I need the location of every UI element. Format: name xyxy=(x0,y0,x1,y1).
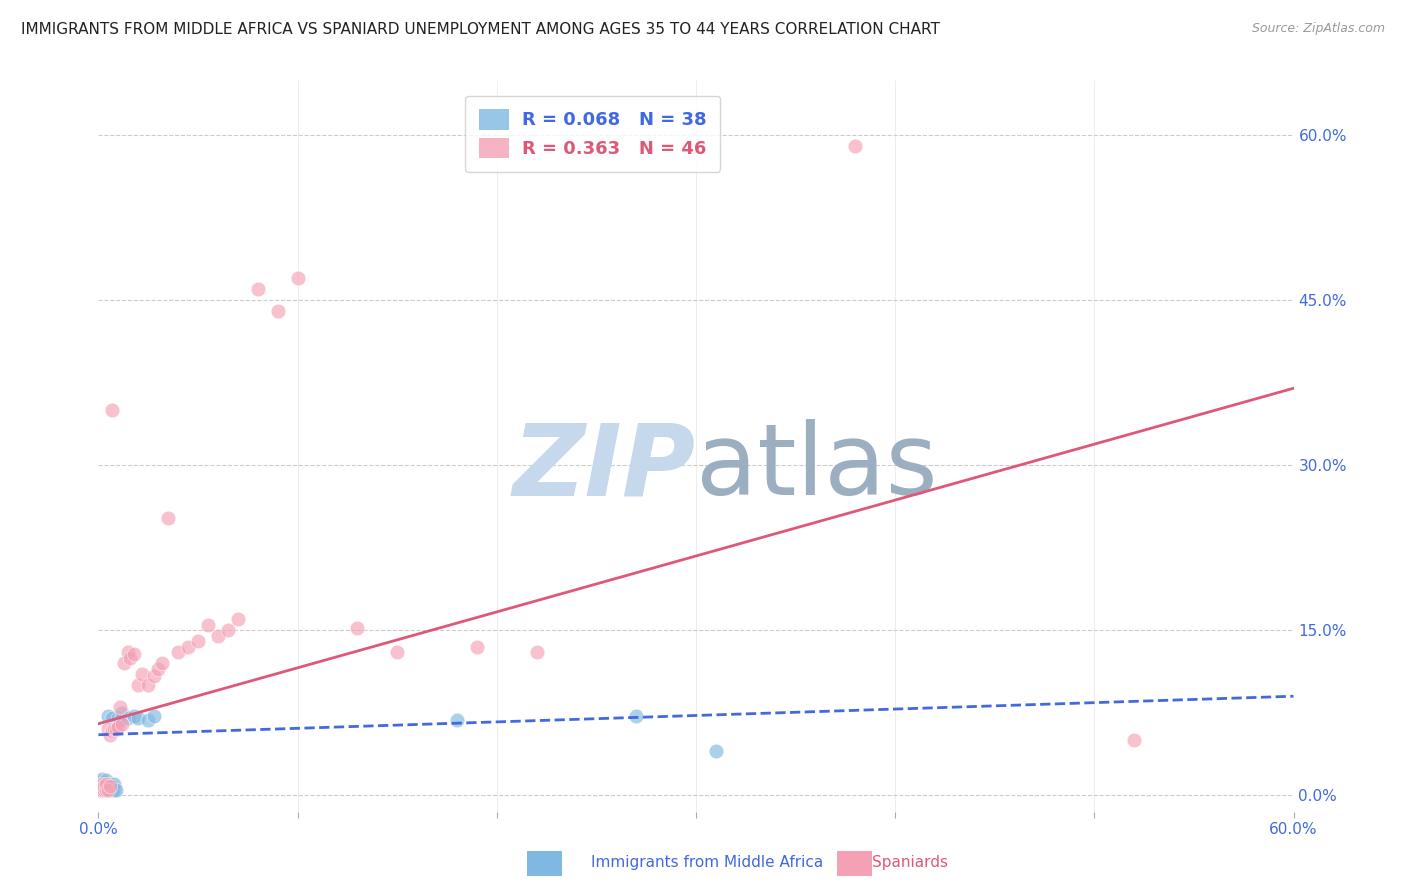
Point xyxy=(103,723,125,737)
Point xyxy=(105,723,128,737)
Point xyxy=(91,782,114,797)
Point xyxy=(101,780,124,794)
Point xyxy=(111,716,134,731)
Point xyxy=(177,640,200,654)
Text: Spaniards: Spaniards xyxy=(872,855,948,870)
Point xyxy=(97,723,120,737)
Point xyxy=(89,782,111,797)
Point xyxy=(103,782,125,797)
Point xyxy=(93,775,115,789)
Point xyxy=(91,773,114,788)
Point xyxy=(91,782,114,797)
Point xyxy=(97,782,120,797)
Point xyxy=(91,772,114,786)
Point xyxy=(107,720,129,734)
Point xyxy=(143,669,166,683)
Point xyxy=(101,724,124,739)
Point xyxy=(96,782,118,797)
Point xyxy=(446,714,468,728)
Point xyxy=(207,629,229,643)
Point xyxy=(626,709,648,723)
Text: Immigrants from Middle Africa: Immigrants from Middle Africa xyxy=(591,855,823,870)
Point xyxy=(93,777,115,791)
Point xyxy=(91,777,114,791)
Point xyxy=(105,782,128,797)
Point xyxy=(124,709,146,723)
Point xyxy=(117,645,139,659)
Point xyxy=(103,777,125,791)
Point xyxy=(93,782,115,797)
Point xyxy=(226,612,249,626)
Point xyxy=(120,650,142,665)
Point xyxy=(96,777,118,791)
Point xyxy=(100,782,122,797)
Point xyxy=(844,139,866,153)
Text: Source: ZipAtlas.com: Source: ZipAtlas.com xyxy=(1251,22,1385,36)
Point xyxy=(101,403,124,417)
Point xyxy=(97,709,120,723)
Point xyxy=(100,728,122,742)
Point xyxy=(100,777,122,791)
Point xyxy=(136,678,159,692)
Point xyxy=(107,711,129,725)
Point xyxy=(89,780,111,794)
Point xyxy=(93,782,115,797)
Point xyxy=(110,700,132,714)
Point xyxy=(96,777,118,791)
Point xyxy=(124,648,146,662)
Point xyxy=(101,782,124,797)
Point xyxy=(704,744,727,758)
Point xyxy=(96,781,118,796)
Point xyxy=(93,780,115,794)
Point xyxy=(157,511,180,525)
Point xyxy=(465,640,488,654)
Text: atlas: atlas xyxy=(696,419,938,516)
Point xyxy=(143,709,166,723)
Point xyxy=(1123,733,1146,747)
Point xyxy=(217,624,239,638)
Point xyxy=(526,645,548,659)
Text: ZIP: ZIP xyxy=(513,419,696,516)
Point xyxy=(91,780,114,795)
Point xyxy=(150,657,173,671)
Point xyxy=(110,714,132,728)
Point xyxy=(101,711,124,725)
Point xyxy=(93,780,115,794)
Point xyxy=(96,772,118,787)
Point xyxy=(97,780,120,794)
Point xyxy=(148,662,170,676)
Legend: R = 0.068   N = 38, R = 0.363   N = 46: R = 0.068 N = 38, R = 0.363 N = 46 xyxy=(465,96,720,171)
Point xyxy=(111,706,134,720)
Point xyxy=(89,777,111,791)
Point xyxy=(136,714,159,728)
Point xyxy=(167,645,190,659)
Point xyxy=(267,304,290,318)
Point xyxy=(287,271,309,285)
Point xyxy=(127,711,149,725)
Point xyxy=(117,711,139,725)
Point xyxy=(100,780,122,794)
Point xyxy=(91,777,114,791)
Point xyxy=(112,657,135,671)
Point xyxy=(89,780,111,794)
Point xyxy=(89,775,111,789)
Point xyxy=(187,634,209,648)
Point xyxy=(131,667,153,681)
Point xyxy=(346,621,368,635)
Point xyxy=(197,617,219,632)
Point xyxy=(97,782,120,797)
Point xyxy=(246,282,269,296)
Text: IMMIGRANTS FROM MIDDLE AFRICA VS SPANIARD UNEMPLOYMENT AMONG AGES 35 TO 44 YEARS: IMMIGRANTS FROM MIDDLE AFRICA VS SPANIAR… xyxy=(21,22,941,37)
Point xyxy=(89,782,111,797)
Point xyxy=(385,645,409,659)
Point xyxy=(127,678,149,692)
